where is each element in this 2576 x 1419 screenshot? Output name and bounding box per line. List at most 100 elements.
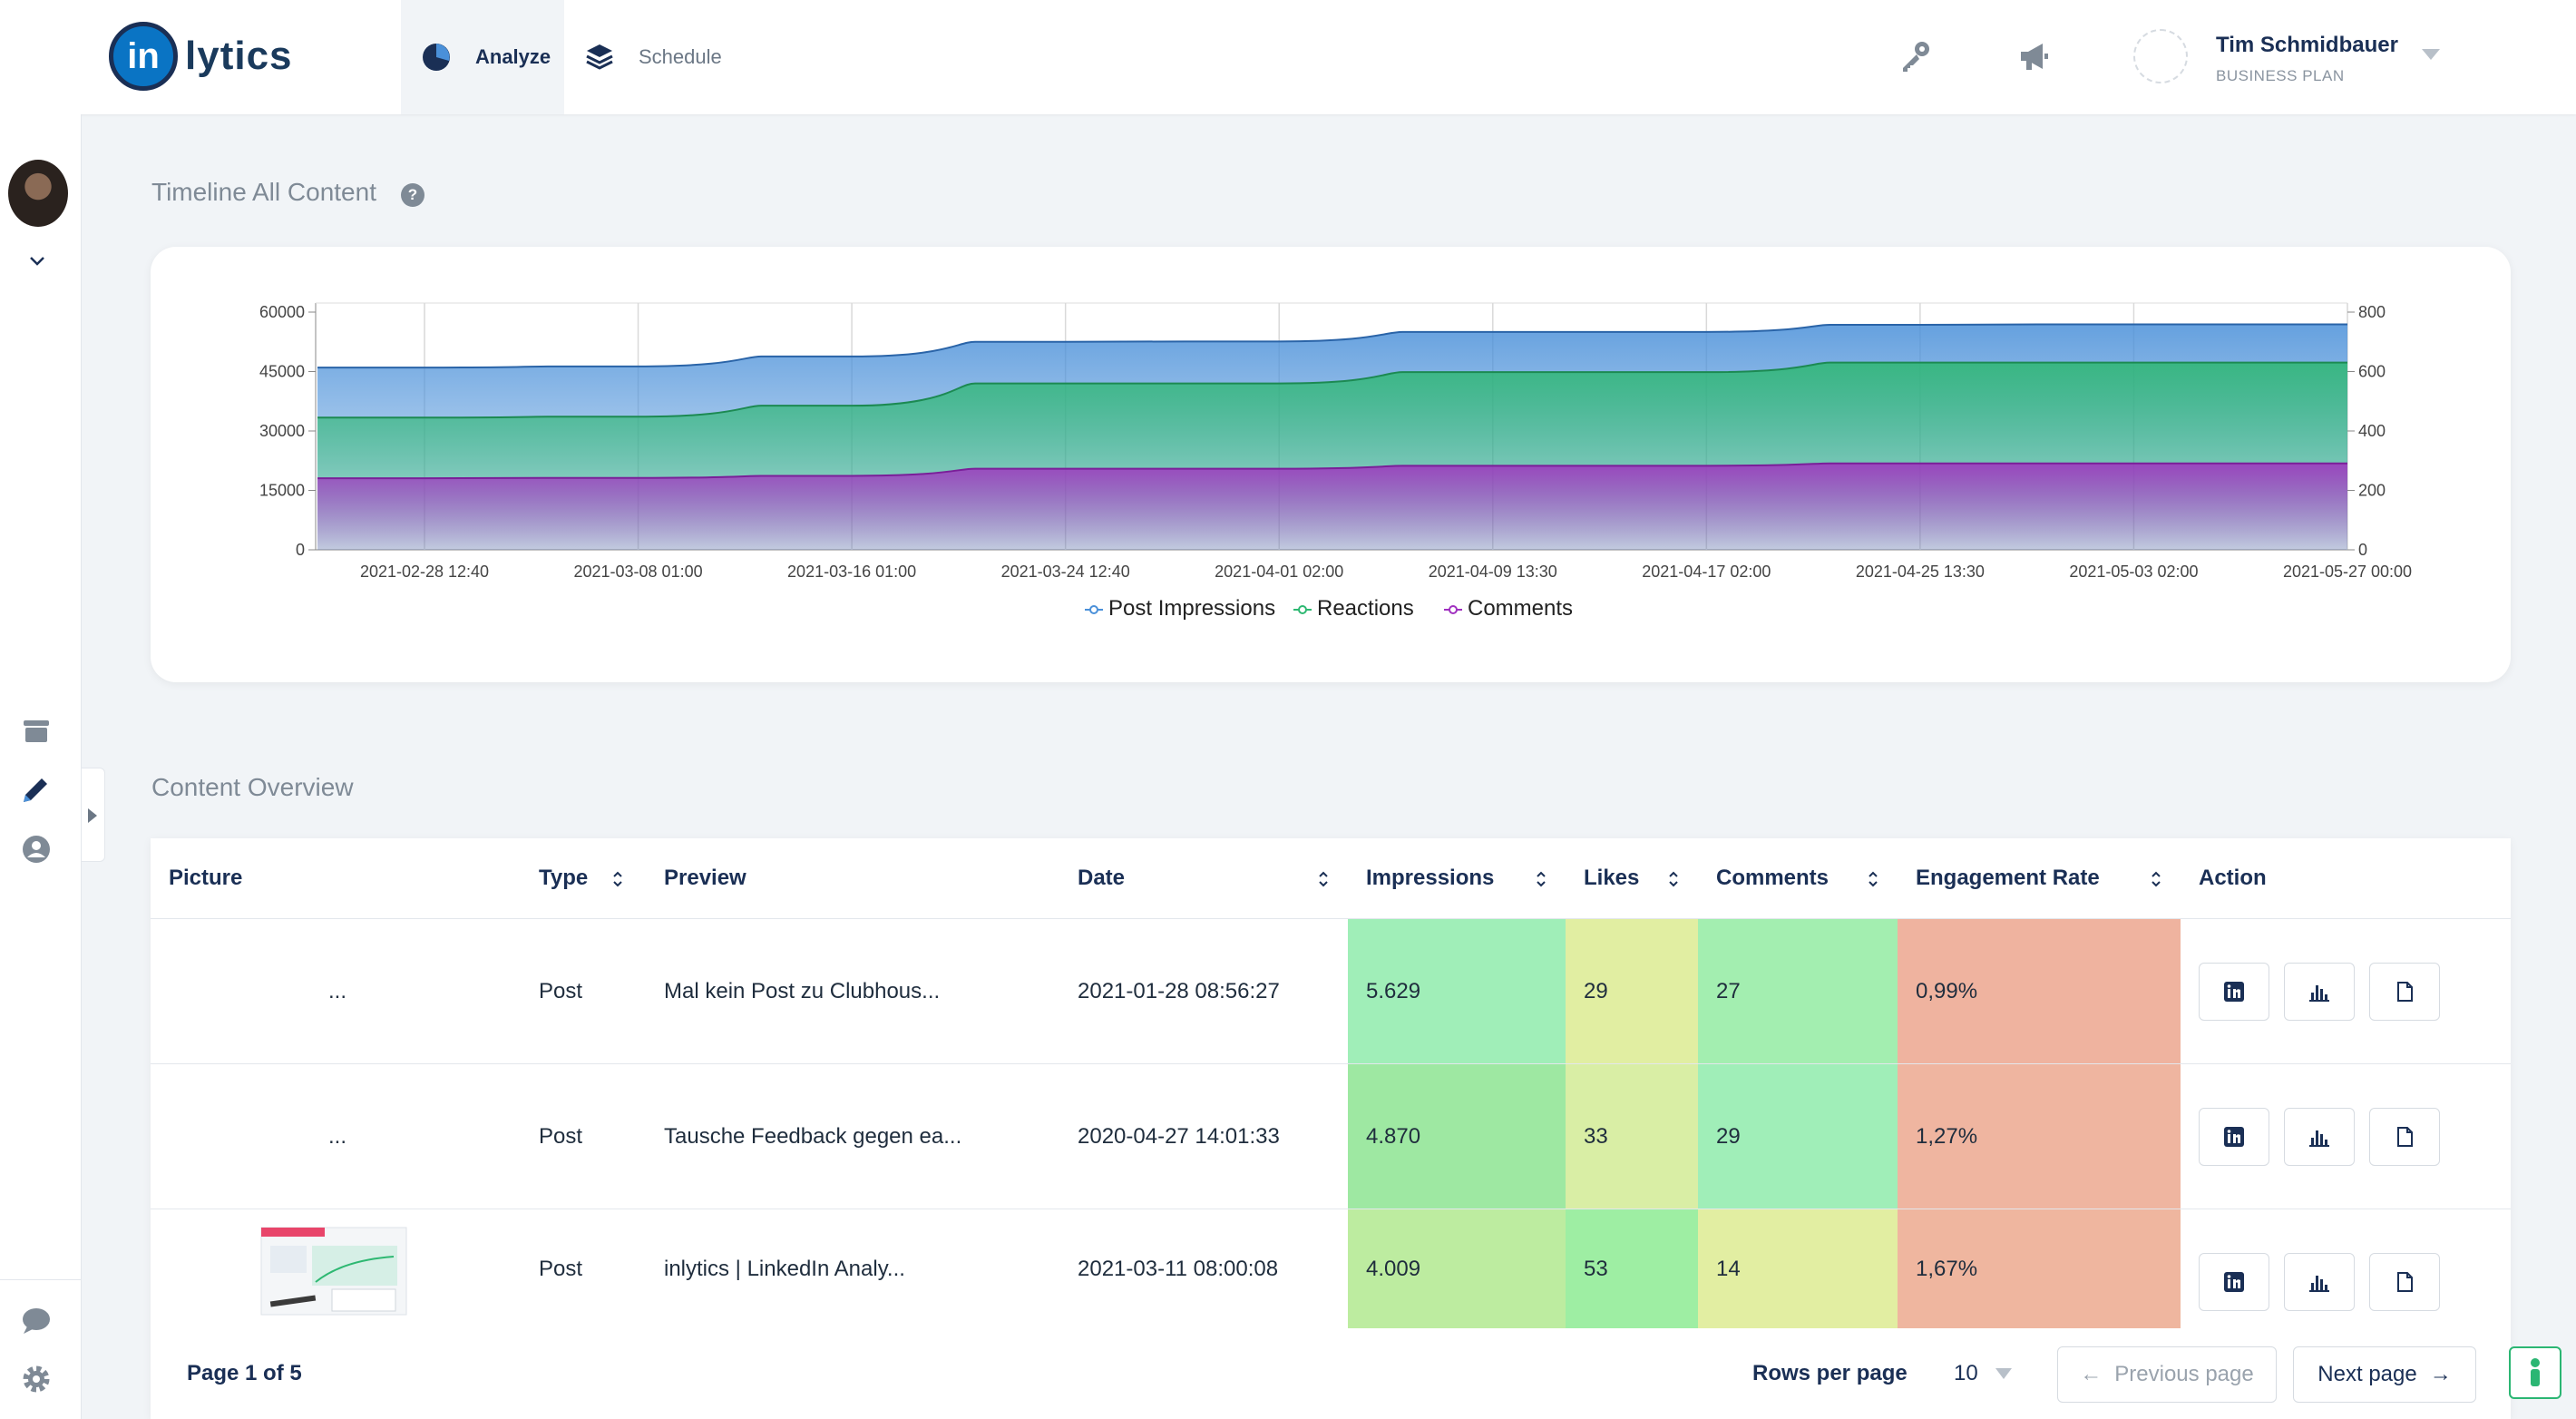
page-indicator: Page 1 of 5 [187, 1361, 302, 1385]
engagement-cell: 1,67% [1898, 1209, 2181, 1328]
post-thumbnail[interactable] [252, 1218, 415, 1327]
linkedin-button[interactable] [2199, 1253, 2269, 1311]
sidebar-toggle[interactable] [82, 768, 105, 862]
logo-text: lytics [185, 34, 293, 78]
feedback-button[interactable] [2509, 1346, 2561, 1399]
preview-cell[interactable]: inlytics | LinkedIn Analy... [664, 1257, 905, 1281]
col-header-impressions[interactable]: Impressions [1366, 866, 1495, 890]
impressions-cell: 5.629 [1348, 919, 1566, 1064]
document-icon [2397, 1127, 2413, 1147]
overview-title: Content Overview [151, 773, 354, 801]
bar-chart-icon [2309, 1130, 2329, 1147]
profile-avatar[interactable] [8, 160, 68, 227]
type-cell: Post [539, 1124, 583, 1149]
legend-label: Post Impressions [1108, 596, 1275, 621]
avatar[interactable] [2133, 29, 2188, 83]
tab-schedule[interactable]: Schedule [584, 0, 722, 114]
y-right-tick-label: 200 [2358, 482, 2386, 500]
arrow-right-icon: → [2429, 1362, 2452, 1386]
tab-analyze[interactable]: Analyze [401, 0, 564, 114]
sort-icon[interactable] [1667, 869, 1680, 889]
y-left-tick-label: 60000 [259, 303, 305, 321]
user-circle-icon[interactable] [18, 831, 54, 867]
help-icon[interactable]: ? [401, 183, 424, 207]
series-line-reactions [317, 361, 2347, 419]
sort-icon[interactable] [1317, 869, 1330, 889]
rows-per-page-label: Rows per page [1752, 1361, 1908, 1385]
linkedin-icon [2224, 1127, 2244, 1147]
area-comments [317, 463, 2347, 550]
preview-cell[interactable]: Mal kein Post zu Clubhous... [664, 979, 941, 1003]
key-icon[interactable] [1898, 38, 1934, 74]
logo-mark: in [109, 22, 178, 91]
legend-marker [1298, 605, 1307, 614]
top-bar: in lytics Analyze Schedule Tim Schmidbau… [0, 0, 2576, 114]
series-line-comments [317, 462, 2347, 480]
col-header-date[interactable]: Date [1078, 866, 1126, 890]
comments-cell: 14 [1698, 1209, 1898, 1328]
user-menu-caret-icon[interactable] [2422, 49, 2440, 60]
likes-cell: 53 [1566, 1209, 1698, 1328]
previous-page-label: Previous page [2114, 1362, 2254, 1386]
left-sidebar [0, 114, 82, 1419]
stats-button[interactable] [2284, 1108, 2355, 1166]
chat-icon[interactable] [18, 1303, 54, 1339]
sidebar-divider [0, 1279, 82, 1280]
x-tick-label: 2021-04-25 13:30 [1856, 563, 1985, 581]
sort-icon[interactable] [611, 869, 624, 889]
megaphone-icon[interactable] [2015, 38, 2052, 74]
document-button[interactable] [2369, 1253, 2440, 1311]
date-cell: 2021-01-28 08:56:27 [1078, 979, 1280, 1003]
picture-cell: ... [328, 1124, 347, 1149]
timeline-title: Timeline All Content [151, 178, 376, 206]
legend-marker [1089, 605, 1098, 614]
col-header-type[interactable]: Type [539, 866, 589, 890]
comments-cell: 29 [1698, 1064, 1898, 1209]
rows-per-page-select[interactable]: 10 [1954, 1361, 1978, 1385]
tab-schedule-label: Schedule [639, 45, 722, 68]
col-header-engagement[interactable]: Engagement Rate [1916, 866, 2100, 890]
document-icon [2397, 982, 2413, 1002]
linkedin-button[interactable] [2199, 963, 2269, 1021]
y-left-tick-label: 0 [296, 541, 305, 559]
impressions-cell: 4.870 [1348, 1064, 1566, 1209]
table-row: ... Post Mal kein Post zu Clubhous... 20… [151, 918, 2511, 1064]
app-logo[interactable]: in lytics [109, 22, 293, 91]
col-header-action: Action [2199, 866, 2267, 890]
legend-label: Comments [1468, 596, 1573, 621]
y-right-tick-label: 0 [2358, 541, 2367, 559]
next-page-button[interactable]: Next page → [2293, 1346, 2476, 1403]
col-header-picture: Picture [169, 866, 243, 890]
pencil-icon[interactable] [18, 771, 54, 807]
col-header-likes[interactable]: Likes [1584, 866, 1640, 890]
user-name[interactable]: Tim Schmidbauer [2216, 33, 2398, 57]
archive-icon[interactable] [18, 713, 54, 749]
chevron-down-icon[interactable] [1995, 1368, 2012, 1379]
col-header-comments[interactable]: Comments [1716, 866, 1830, 890]
table-row: ... Post Tausche Feedback gegen ea... 20… [151, 1063, 2511, 1209]
chevron-down-icon[interactable] [27, 250, 47, 270]
bar-chart-icon [2309, 1276, 2329, 1292]
stats-button[interactable] [2284, 1253, 2355, 1311]
stats-button[interactable] [2284, 963, 2355, 1021]
tab-analyze-label: Analyze [475, 45, 551, 68]
x-tick-label: 2021-05-03 02:00 [2069, 563, 2198, 581]
preview-cell[interactable]: Tausche Feedback gegen ea... [664, 1124, 962, 1149]
document-button[interactable] [2369, 963, 2440, 1021]
user-plan: BUSINESS PLAN [2216, 67, 2345, 84]
x-tick-label: 2021-02-28 12:40 [360, 563, 489, 581]
previous-page-button[interactable]: ← Previous page [2057, 1346, 2277, 1403]
linkedin-icon [2224, 1272, 2244, 1292]
linkedin-icon [2224, 982, 2244, 1002]
sort-icon[interactable] [2150, 869, 2162, 889]
linkedin-button[interactable] [2199, 1108, 2269, 1166]
y-left-tick-label: 30000 [259, 422, 305, 440]
series-line-post-impressions [317, 323, 2347, 369]
x-tick-label: 2021-05-27 00:00 [2283, 563, 2412, 581]
sort-icon[interactable] [1867, 869, 1879, 889]
gear-icon[interactable] [18, 1361, 54, 1397]
sort-icon[interactable] [1535, 869, 1547, 889]
y-right-tick-label: 800 [2358, 303, 2386, 321]
timeline-chart-card: 2021-02-28 12:40 2021-03-08 01:00 2021-03-… [151, 247, 2511, 682]
document-button[interactable] [2369, 1108, 2440, 1166]
